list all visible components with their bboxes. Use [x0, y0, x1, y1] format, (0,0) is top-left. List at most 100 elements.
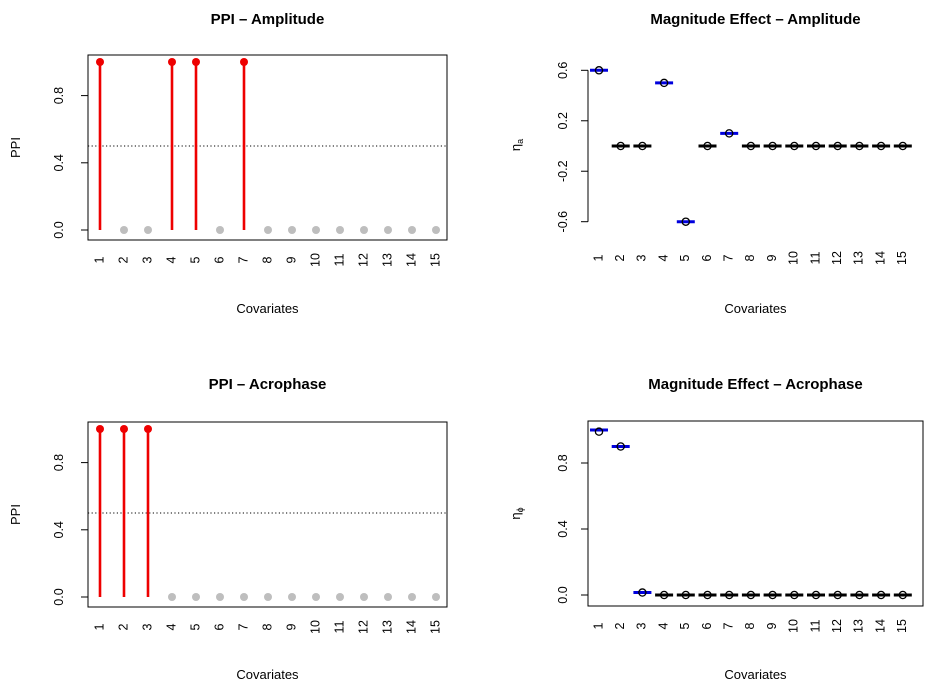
magnitude-acrophase-plot-box: [587, 420, 924, 607]
ppi-acrophase-xtick-label: 15: [428, 620, 442, 634]
ppi-amplitude-point-11: [336, 226, 344, 234]
magnitude-amplitude-xtick-label: 6: [700, 254, 714, 261]
ppi-acrophase-point-9: [288, 593, 296, 601]
magnitude-amplitude-estimate-12: [833, 141, 842, 151]
magnitude-amplitude-estimate-11: [811, 141, 821, 151]
ppi-amplitude-ylabel: PPI: [8, 137, 23, 158]
ppi-acrophase-xtick-label: 8: [260, 623, 274, 630]
magnitude-acrophase-estimate-5: [681, 590, 691, 600]
ppi-acrophase-xtick-label: 7: [236, 623, 250, 630]
ppi-acrophase-plot-box: [87, 421, 448, 608]
magnitude-amplitude-xlabel: Covariates: [724, 301, 787, 316]
magnitude-acrophase-xtick-label: 14: [873, 619, 887, 633]
ppi-amplitude-plot-box: [87, 54, 448, 241]
ppi-acrophase-ytick-label: 0.0: [52, 588, 66, 605]
magnitude-amplitude-estimate-8: [746, 141, 756, 151]
ppi-acrophase-xtick-label: 13: [380, 620, 394, 634]
magnitude-acrophase-xtick-label: 12: [830, 619, 844, 633]
magnitude-acrophase-estimate-13: [855, 590, 864, 600]
magnitude-acrophase-xtick-label: 8: [743, 622, 757, 629]
magnitude-acrophase-estimate-12: [833, 590, 842, 600]
magnitude-acrophase-xtick-label: 10: [787, 619, 801, 633]
magnitude-acrophase-estimate-9: [768, 590, 777, 600]
ppi-amplitude-point-5: [192, 58, 200, 66]
magnitude-acrophase-ytick-label: 0.4: [556, 520, 570, 537]
ppi-acrophase-ytick-label: 0.4: [52, 521, 66, 538]
magnitude-amplitude-ytick-label: -0.2: [556, 160, 570, 182]
magnitude-amplitude-xtick-label: 12: [830, 251, 844, 265]
ppi-amplitude-xtick-label: 8: [260, 256, 274, 263]
ppi-acrophase-point-8: [264, 593, 272, 601]
ppi-amplitude-xtick-label: 4: [164, 256, 178, 263]
magnitude-acrophase-estimate-7: [724, 590, 734, 600]
magnitude-amplitude-xtick-label: 13: [852, 251, 866, 265]
ppi-amplitude-xtick-label: 5: [188, 256, 202, 263]
magnitude-acrophase-xtick-label: 13: [852, 619, 866, 633]
ppi-acrophase-point-1: [96, 425, 104, 433]
magnitude-amplitude-estimate-14: [876, 141, 886, 151]
ppi-acrophase-xlabel: Covariates: [236, 667, 299, 682]
magnitude-amplitude-estimate-7: [724, 129, 734, 138]
magnitude-acrophase-xtick-label: 4: [656, 622, 670, 629]
magnitude-acrophase-estimate-10: [790, 590, 799, 600]
ppi-amplitude-title: PPI – Amplitude: [211, 11, 325, 28]
ppi-amplitude-xtick-label: 9: [284, 256, 298, 263]
magnitude-amplitude-estimate-13: [855, 141, 864, 151]
ppi-acrophase-point-14: [408, 593, 416, 601]
ppi-acrophase-title: PPI – Acrophase: [209, 376, 327, 393]
magnitude-amplitude-estimate-6: [703, 141, 712, 151]
magnitude-amplitude-xtick-label: 3: [635, 254, 649, 261]
magnitude-amplitude-ylabel: ηa: [508, 139, 525, 151]
magnitude-acrophase-estimate-14: [876, 590, 886, 600]
magnitude-acrophase-xtick-label: 7: [721, 622, 735, 629]
ppi-acrophase-xtick-label: 2: [116, 623, 130, 630]
magnitude-acrophase-ytick-label: 0.8: [556, 454, 570, 471]
ppi-amplitude-ytick-label: 0.4: [52, 154, 66, 171]
ppi-acrophase-point-6: [216, 593, 224, 601]
ppi-acrophase-xtick-label: 14: [404, 620, 418, 634]
magnitude-acrophase-xtick-label: 1: [591, 622, 605, 629]
magnitude-acrophase-estimate-15: [898, 590, 908, 600]
ppi-acrophase-point-2: [120, 425, 128, 433]
ppi-amplitude-xtick-label: 10: [308, 253, 322, 267]
magnitude-amplitude-xtick-label: 1: [591, 254, 605, 261]
ppi-amplitude-xtick-label: 14: [404, 253, 418, 267]
magnitude-acrophase-xtick-label: 15: [895, 619, 909, 633]
magnitude-amplitude-xtick-label: 7: [721, 254, 735, 261]
magnitude-amplitude-ytick-label: 0.6: [556, 62, 570, 79]
ppi-amplitude-point-2: [120, 226, 128, 234]
ppi-amplitude-point-4: [168, 58, 176, 66]
ppi-acrophase-point-12: [360, 593, 368, 601]
ppi-amplitude-point-10: [312, 226, 320, 234]
ppi-acrophase-xtick-label: 10: [308, 620, 322, 634]
ppi-amplitude-xtick-label: 2: [116, 256, 130, 263]
magnitude-amplitude-ytick-label: 0.2: [556, 112, 570, 129]
magnitude-amplitude-xtick-label: 15: [895, 251, 909, 265]
ppi-acrophase-xtick-label: 1: [92, 623, 106, 630]
ppi-amplitude-xtick-label: 1: [92, 256, 106, 263]
ppi-amplitude-xtick-label: 3: [140, 256, 154, 263]
ppi-amplitude-point-8: [264, 226, 272, 234]
magnitude-amplitude-estimate-5: [681, 217, 691, 226]
magnitude-acrophase-xtick-label: 9: [765, 622, 779, 629]
magnitude-amplitude-xtick-label: 5: [678, 254, 692, 261]
magnitude-amplitude-xtick-label: 8: [743, 254, 757, 261]
ppi-amplitude-point-14: [408, 226, 416, 234]
magnitude-amplitude-xtick-label: 14: [873, 251, 887, 265]
ppi-acrophase-point-4: [168, 593, 176, 601]
ppi-amplitude-point-13: [384, 226, 392, 234]
ppi-amplitude-xtick-label: 11: [332, 253, 346, 266]
ppi-amplitude-ytick-label: 0.8: [52, 87, 66, 104]
ppi-amplitude-xtick-label: 13: [380, 253, 394, 267]
magnitude-amplitude-xtick-label: 4: [656, 254, 670, 261]
magnitude-amplitude-xtick-label: 10: [787, 251, 801, 265]
magnitude-amplitude-xtick-label: 9: [765, 254, 779, 261]
magnitude-amplitude-xtick-label: 2: [613, 254, 627, 261]
magnitude-amplitude-estimate-10: [790, 141, 799, 151]
ppi-acrophase-point-7: [240, 593, 248, 601]
magnitude-acrophase-title: Magnitude Effect – Acrophase: [648, 376, 862, 393]
ppi-amplitude-xtick-label: 15: [428, 253, 442, 267]
